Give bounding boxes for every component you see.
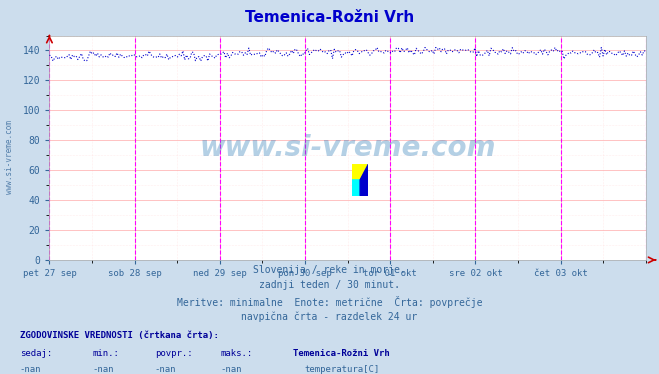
Polygon shape (352, 164, 368, 180)
Text: Temenica-Rožni Vrh: Temenica-Rožni Vrh (293, 349, 390, 358)
Text: navpična črta - razdelek 24 ur: navpična črta - razdelek 24 ur (241, 312, 418, 322)
Text: -nan: -nan (92, 365, 114, 374)
Text: maks.:: maks.: (221, 349, 253, 358)
Text: zadnji teden / 30 minut.: zadnji teden / 30 minut. (259, 280, 400, 291)
Polygon shape (360, 164, 368, 196)
Text: www.si-vreme.com: www.si-vreme.com (200, 134, 496, 162)
Text: povpr.:: povpr.: (155, 349, 192, 358)
Polygon shape (352, 180, 368, 196)
Text: -nan: -nan (221, 365, 243, 374)
Text: Slovenija / reke in morje.: Slovenija / reke in morje. (253, 265, 406, 275)
Text: -nan: -nan (20, 365, 42, 374)
Text: min.:: min.: (92, 349, 119, 358)
Text: www.si-vreme.com: www.si-vreme.com (5, 120, 14, 194)
Text: -nan: -nan (155, 365, 177, 374)
Text: Meritve: minimalne  Enote: metrične  Črta: povprečje: Meritve: minimalne Enote: metrične Črta:… (177, 296, 482, 308)
Text: Temenica-Rožni Vrh: Temenica-Rožni Vrh (245, 10, 414, 25)
Text: ZGODOVINSKE VREDNOSTI (črtkana črta):: ZGODOVINSKE VREDNOSTI (črtkana črta): (20, 331, 219, 340)
Text: sedaj:: sedaj: (20, 349, 52, 358)
Text: temperatura[C]: temperatura[C] (304, 365, 380, 374)
